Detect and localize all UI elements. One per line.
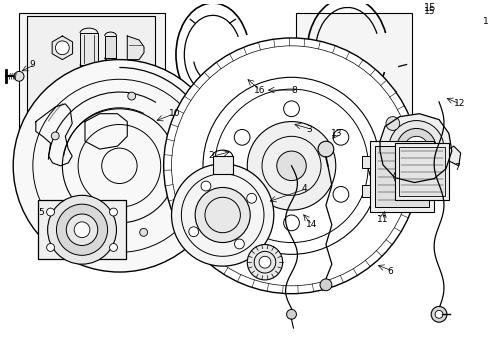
Text: 11: 11 bbox=[376, 215, 388, 224]
Circle shape bbox=[404, 136, 427, 160]
Polygon shape bbox=[52, 36, 72, 60]
Circle shape bbox=[241, 140, 247, 146]
Polygon shape bbox=[379, 114, 451, 183]
Bar bbox=[104, 36, 116, 58]
Bar bbox=[362, 185, 369, 197]
Circle shape bbox=[51, 137, 60, 145]
Bar bbox=[369, 141, 433, 212]
Circle shape bbox=[66, 214, 98, 246]
Circle shape bbox=[47, 195, 116, 264]
Circle shape bbox=[332, 130, 348, 145]
Circle shape bbox=[434, 310, 442, 318]
Circle shape bbox=[201, 181, 210, 191]
Bar bbox=[80, 33, 98, 64]
Text: 15: 15 bbox=[424, 7, 435, 16]
Circle shape bbox=[388, 121, 443, 176]
Text: 12: 12 bbox=[453, 99, 464, 108]
Text: 14: 14 bbox=[305, 220, 317, 229]
Circle shape bbox=[385, 117, 399, 130]
Bar bbox=[433, 185, 441, 197]
Circle shape bbox=[14, 71, 24, 81]
Circle shape bbox=[109, 208, 117, 216]
Circle shape bbox=[55, 41, 69, 55]
Text: 4: 4 bbox=[301, 184, 306, 193]
Circle shape bbox=[47, 114, 60, 126]
Circle shape bbox=[276, 151, 305, 181]
Polygon shape bbox=[127, 36, 143, 60]
Bar bbox=[105, 58, 115, 67]
Circle shape bbox=[286, 309, 296, 319]
Circle shape bbox=[74, 222, 90, 238]
Text: 5: 5 bbox=[39, 208, 44, 217]
Circle shape bbox=[91, 134, 99, 142]
Text: 13: 13 bbox=[330, 129, 342, 138]
Circle shape bbox=[234, 186, 249, 202]
Bar bbox=[433, 156, 441, 168]
Bar bbox=[374, 146, 428, 207]
Bar bbox=[362, 156, 369, 168]
Bar bbox=[38, 200, 126, 259]
Circle shape bbox=[51, 132, 59, 140]
Text: 1: 1 bbox=[482, 17, 488, 26]
Circle shape bbox=[184, 140, 190, 146]
Text: 2: 2 bbox=[207, 152, 213, 161]
Circle shape bbox=[182, 138, 189, 145]
Circle shape bbox=[247, 244, 282, 280]
Bar bbox=[212, 156, 232, 174]
Circle shape bbox=[397, 173, 405, 181]
Text: 3: 3 bbox=[305, 125, 311, 134]
Polygon shape bbox=[448, 146, 460, 166]
Circle shape bbox=[53, 151, 63, 161]
Bar bbox=[398, 147, 444, 196]
Circle shape bbox=[234, 239, 244, 249]
Bar bbox=[19, 13, 164, 176]
Circle shape bbox=[332, 186, 348, 202]
Circle shape bbox=[109, 243, 117, 251]
Circle shape bbox=[283, 215, 299, 231]
Circle shape bbox=[171, 164, 273, 266]
Circle shape bbox=[56, 204, 107, 255]
Circle shape bbox=[91, 122, 99, 130]
Circle shape bbox=[127, 92, 135, 100]
Bar bbox=[27, 16, 155, 126]
Circle shape bbox=[247, 122, 335, 210]
Circle shape bbox=[283, 101, 299, 117]
Circle shape bbox=[396, 129, 435, 168]
Bar bbox=[296, 13, 412, 131]
Circle shape bbox=[259, 256, 270, 268]
Text: 15: 15 bbox=[424, 4, 436, 13]
Circle shape bbox=[140, 229, 147, 236]
Circle shape bbox=[430, 306, 446, 322]
Polygon shape bbox=[366, 156, 379, 176]
Polygon shape bbox=[36, 104, 72, 166]
Circle shape bbox=[163, 38, 419, 294]
Polygon shape bbox=[85, 114, 127, 149]
Circle shape bbox=[319, 279, 331, 291]
Bar bbox=[394, 143, 448, 200]
Bar bbox=[107, 66, 113, 71]
Circle shape bbox=[195, 188, 250, 243]
Text: 10: 10 bbox=[168, 109, 180, 118]
Text: 7: 7 bbox=[453, 163, 459, 172]
Circle shape bbox=[434, 159, 448, 173]
Circle shape bbox=[100, 125, 113, 138]
Text: 9: 9 bbox=[29, 60, 35, 69]
Text: 8: 8 bbox=[291, 86, 297, 95]
Text: 16: 16 bbox=[254, 86, 265, 95]
Circle shape bbox=[234, 130, 249, 145]
Circle shape bbox=[246, 193, 256, 203]
Circle shape bbox=[65, 212, 73, 220]
Circle shape bbox=[393, 169, 408, 185]
Circle shape bbox=[46, 243, 54, 251]
Circle shape bbox=[317, 141, 333, 157]
Text: 6: 6 bbox=[386, 266, 392, 275]
Circle shape bbox=[13, 60, 225, 272]
Circle shape bbox=[188, 227, 198, 237]
Circle shape bbox=[46, 208, 54, 216]
